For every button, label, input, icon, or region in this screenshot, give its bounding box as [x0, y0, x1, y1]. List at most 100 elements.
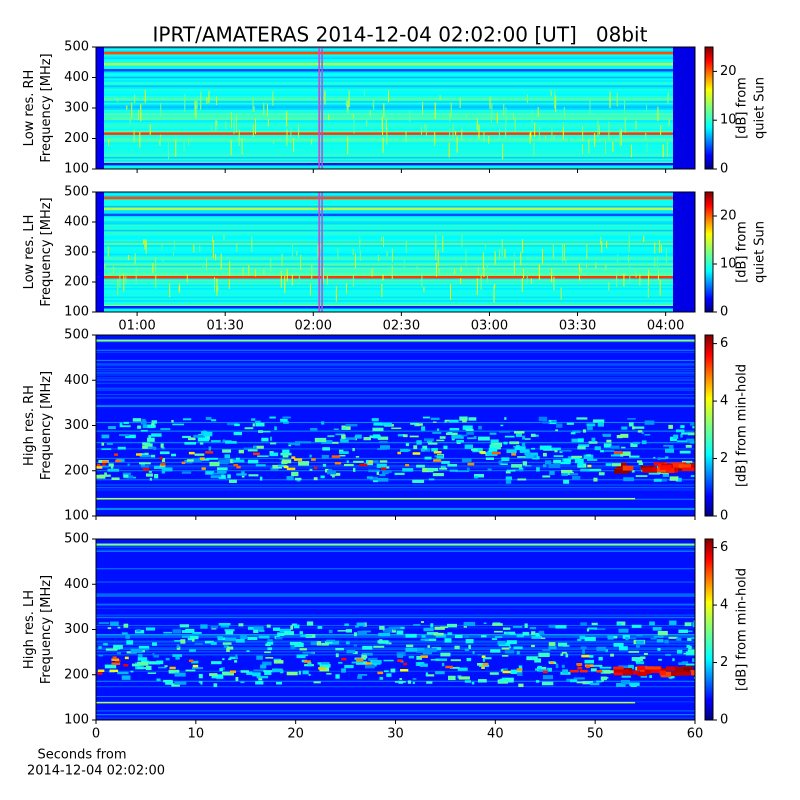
- texture: [482, 662, 489, 666]
- texture: [161, 447, 165, 450]
- texture: [175, 140, 177, 157]
- texture: [212, 235, 214, 242]
- texture: [359, 239, 361, 245]
- texture: [117, 626, 121, 629]
- texture: [272, 91, 274, 106]
- texture: [142, 442, 149, 446]
- texture: [668, 674, 675, 679]
- texture: [640, 674, 648, 678]
- texture: [381, 116, 383, 129]
- texture: [526, 656, 538, 661]
- texture: [96, 80, 695, 83]
- texture: [657, 647, 661, 651]
- texture: [369, 110, 371, 116]
- colorbar-tick-label: 0: [720, 305, 728, 320]
- texture: [96, 282, 695, 286]
- texture: [539, 445, 552, 450]
- texture: [588, 441, 598, 444]
- texture: [583, 454, 594, 459]
- texture: [159, 134, 161, 140]
- texture: [412, 681, 415, 684]
- texture: [219, 668, 223, 672]
- colorbar-label: [dB] from: [735, 221, 750, 283]
- texture: [449, 127, 451, 142]
- texture: [447, 632, 453, 635]
- texture: [145, 239, 147, 254]
- texture: [236, 465, 241, 469]
- texture: [498, 430, 511, 433]
- texture: [361, 652, 373, 656]
- texture: [133, 129, 135, 143]
- texture: [379, 676, 384, 680]
- texture: [391, 248, 393, 262]
- texture: [96, 484, 695, 486]
- texture: [168, 141, 170, 160]
- texture: [627, 255, 629, 262]
- texture: [247, 459, 259, 464]
- texture: [480, 274, 482, 290]
- texture: [205, 471, 215, 475]
- texture: [215, 120, 217, 132]
- texture: [494, 250, 496, 265]
- texture: [560, 462, 571, 465]
- texture: [524, 451, 531, 456]
- texture: [107, 246, 109, 257]
- texture: [376, 477, 389, 482]
- texture: [658, 658, 662, 661]
- texture: [96, 240, 695, 243]
- texture: [542, 248, 544, 265]
- texture: [377, 436, 389, 440]
- texture: [119, 270, 121, 288]
- texture: [605, 649, 609, 653]
- x-tick-label: 30: [387, 727, 404, 742]
- texture: [483, 267, 485, 278]
- texture: [160, 102, 162, 117]
- texture: [251, 236, 253, 252]
- colorbar-label: quiet Sun: [753, 77, 768, 139]
- texture: [205, 416, 212, 420]
- texture: [96, 701, 636, 704]
- texture: [362, 630, 371, 633]
- texture: [425, 672, 428, 676]
- texture: [186, 459, 194, 462]
- texture: [613, 669, 629, 673]
- texture: [624, 100, 626, 114]
- texture: [96, 288, 695, 291]
- texture: [405, 240, 407, 253]
- texture: [660, 468, 675, 474]
- texture: [645, 666, 661, 670]
- texture: [379, 625, 385, 630]
- texture: [96, 389, 695, 391]
- texture: [96, 291, 695, 295]
- texture: [435, 262, 437, 277]
- texture: [217, 470, 227, 474]
- texture: [637, 460, 643, 463]
- texture: [631, 144, 633, 158]
- texture: [580, 267, 582, 274]
- texture: [292, 245, 294, 259]
- texture: [660, 125, 662, 135]
- texture: [357, 630, 367, 635]
- texture: [669, 446, 674, 450]
- texture: [643, 652, 648, 656]
- texture: [503, 631, 516, 635]
- texture: [160, 428, 171, 431]
- texture: [244, 427, 254, 430]
- texture: [174, 672, 186, 677]
- texture: [396, 630, 404, 635]
- texture: [591, 622, 598, 626]
- texture: [425, 648, 437, 653]
- texture: [449, 469, 458, 472]
- texture: [173, 240, 175, 250]
- texture: [577, 446, 586, 450]
- texture: [613, 670, 625, 676]
- texture: [96, 139, 695, 143]
- texture: [450, 659, 461, 662]
- texture: [261, 437, 269, 442]
- texture: [462, 418, 467, 423]
- texture: [544, 460, 552, 465]
- texture: [104, 264, 106, 269]
- texture: [96, 293, 695, 296]
- texture: [569, 473, 579, 476]
- texture: [600, 450, 605, 453]
